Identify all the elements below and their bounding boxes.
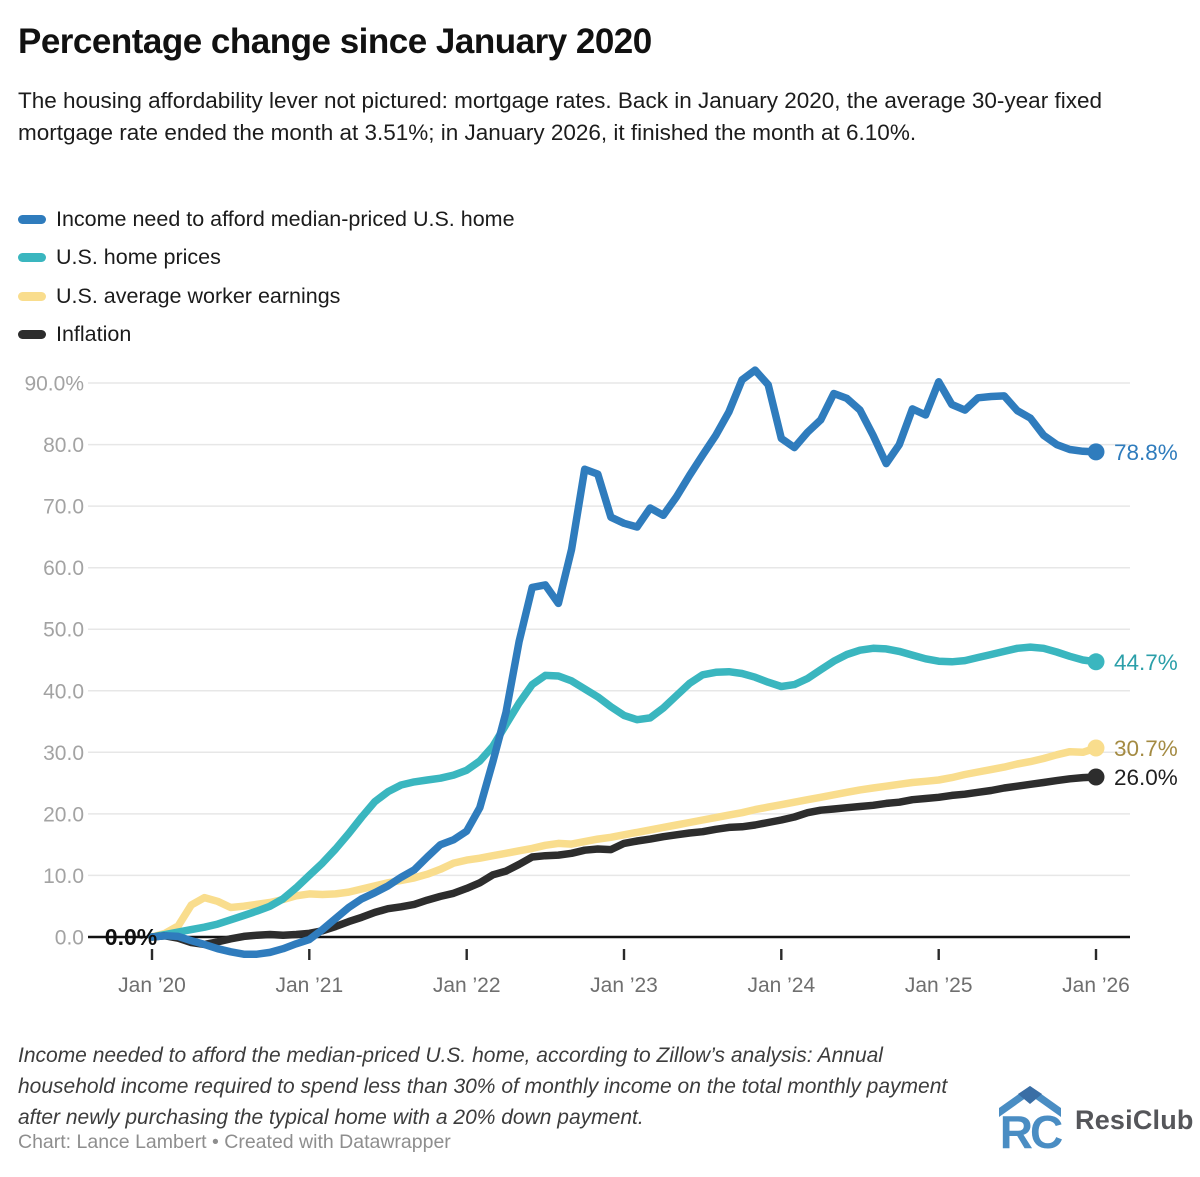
series-line xyxy=(148,366,1100,958)
series-end-value-label: 26.0% xyxy=(1114,765,1178,790)
y-axis-tick-label: 50.0 xyxy=(43,619,84,642)
x-axis-tick-label: Jan ’25 xyxy=(905,974,973,997)
brand-logo: RC ResiClub xyxy=(998,1084,1194,1156)
y-axis-tick-label: 20.0 xyxy=(43,803,84,826)
series-end-dot xyxy=(1087,653,1105,671)
y-axis-tick-label: 0.0 xyxy=(55,927,84,950)
y-axis-tick-label: 70.0 xyxy=(43,496,84,519)
x-axis-tick-label: Jan ’23 xyxy=(590,974,658,997)
series-end-value-label: 78.8% xyxy=(1114,440,1178,465)
legend-item-income: Income need to afford median-priced U.S.… xyxy=(18,206,515,232)
legend-swatch-inflation xyxy=(18,330,46,339)
legend-label: U.S. home prices xyxy=(56,245,221,269)
series-line xyxy=(148,643,1100,941)
svg-text:RC: RC xyxy=(1000,1106,1062,1156)
legend-label: U.S. average worker earnings xyxy=(56,283,341,308)
legend-swatch-earnings xyxy=(18,291,46,301)
x-axis-tick-label: Jan ’20 xyxy=(118,974,186,997)
series-line xyxy=(148,773,1100,949)
series-end-dot xyxy=(1087,739,1105,757)
chart-credit: Chart: Lance Lambert • Created with Data… xyxy=(18,1131,451,1153)
x-axis-tick-label: Jan ’21 xyxy=(275,974,343,997)
y-axis-tick-label: 80.0 xyxy=(43,434,84,457)
y-axis-tick-label: 60.0 xyxy=(43,557,84,580)
x-axis-tick-label: Jan ’26 xyxy=(1062,974,1130,997)
series-end-value-label: 30.7% xyxy=(1114,736,1178,761)
chart-footnote: Income needed to afford the median-price… xyxy=(18,1044,948,1129)
legend-item-inflation: Inflation xyxy=(18,322,515,348)
brand-name: ResiClub xyxy=(1075,1104,1194,1135)
y-axis-tick-label: 40.0 xyxy=(43,680,84,703)
legend-label: Income need to afford median-priced U.S.… xyxy=(56,206,515,231)
legend-label: Inflation xyxy=(56,322,132,346)
x-axis-tick-label: Jan ’22 xyxy=(433,974,501,997)
y-axis-tick-label: 30.0 xyxy=(43,742,84,765)
chart-subtitle: The housing affordability lever not pict… xyxy=(18,88,1102,145)
legend-item-home-prices: U.S. home prices xyxy=(18,245,515,271)
series-start-value-label: 0.0% xyxy=(105,924,157,950)
series-line xyxy=(148,744,1100,941)
y-axis-tick-label: 90.0% xyxy=(24,373,84,396)
resiclub-logo-icon: RC xyxy=(999,1086,1062,1156)
legend: Income need to afford median-priced U.S.… xyxy=(18,206,515,360)
legend-swatch-income xyxy=(18,214,46,224)
series-end-dot xyxy=(1087,768,1105,786)
legend-item-earnings: U.S. average worker earnings xyxy=(18,283,515,309)
page-title: Percentage change since January 2020 xyxy=(18,22,652,61)
series-end-dot xyxy=(1087,443,1105,461)
y-axis-tick-label: 10.0 xyxy=(43,865,84,888)
series-end-value-label: 44.7% xyxy=(1114,650,1178,675)
x-axis-tick-label: Jan ’24 xyxy=(747,974,815,997)
legend-swatch-home-prices xyxy=(18,253,46,262)
